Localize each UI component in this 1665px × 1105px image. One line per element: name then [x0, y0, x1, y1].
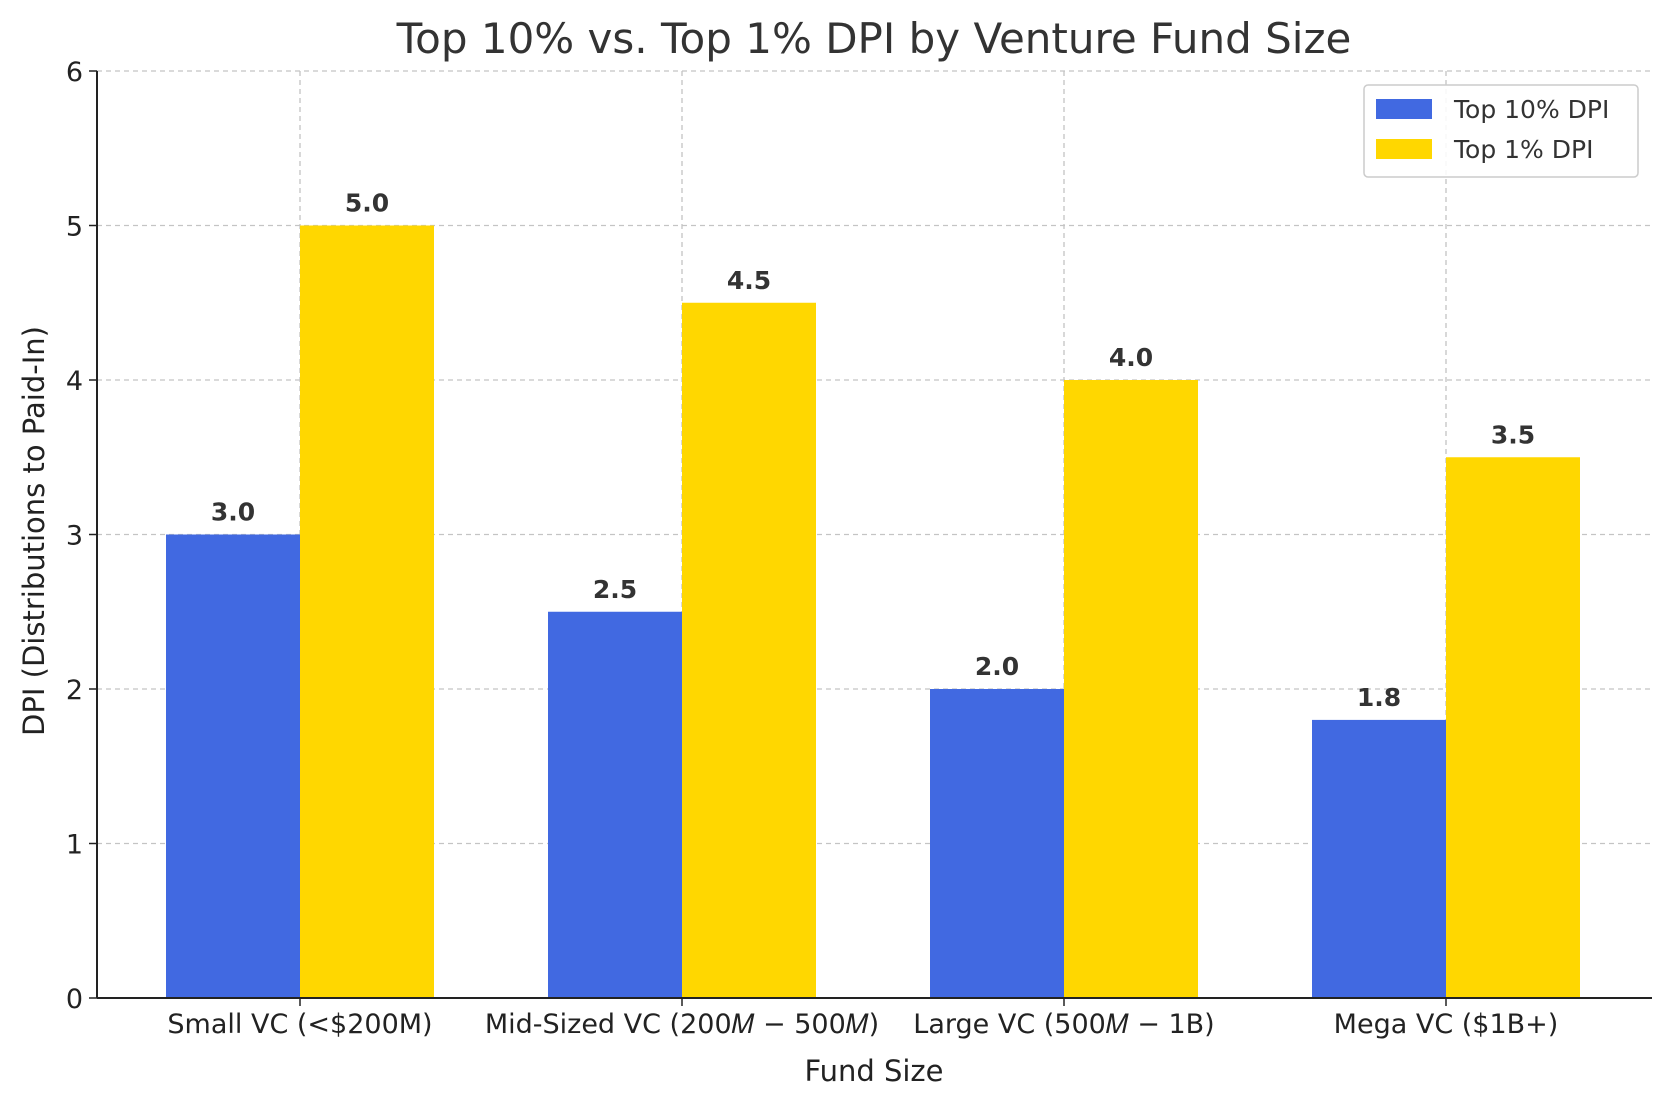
- data-label: 4.0: [1109, 343, 1153, 372]
- legend: Top 10% DPI Top 1% DPI: [1363, 84, 1639, 178]
- y-axis-title: DPI (Distributions to Paid-In): [17, 326, 51, 736]
- data-labels: 3.0 2.5 2.0 1.8 5.0 4.5 4.0 3.5: [211, 189, 1535, 712]
- bar-top1: [682, 302, 816, 998]
- chart-title: Top 10% vs. Top 1% DPI by Venture Fund S…: [396, 14, 1352, 63]
- y-tick-label: 3: [66, 521, 83, 552]
- y-tick-label: 5: [66, 212, 83, 243]
- x-tick-label: Large VC (500𝑀 − 1B): [913, 1009, 1214, 1040]
- x-tick-label: Small VC (<$200M): [167, 1009, 432, 1040]
- bar-top10: [1312, 719, 1446, 998]
- bar-top10: [548, 611, 682, 998]
- legend-label: Top 10% DPI: [1453, 95, 1609, 124]
- x-axis-title: Fund Size: [804, 1054, 943, 1088]
- y-tick-label: 2: [66, 675, 83, 706]
- legend-swatch: [1376, 139, 1432, 159]
- y-tick-label: 0: [66, 984, 83, 1015]
- data-label: 1.8: [1357, 683, 1401, 712]
- data-label: 2.0: [975, 652, 1019, 681]
- bar-top10: [930, 689, 1064, 998]
- bar-top10: [166, 534, 300, 998]
- bar-top1: [1064, 380, 1198, 998]
- y-tick-label: 1: [66, 830, 83, 861]
- bars: [166, 225, 1580, 998]
- x-tick-label: Mid-Sized VC (200𝑀 − 500𝑀): [485, 1009, 879, 1040]
- y-tick-label: 4: [66, 366, 83, 397]
- data-label: 2.5: [593, 575, 637, 604]
- data-label: 3.0: [211, 498, 255, 527]
- legend-box: [1363, 84, 1639, 178]
- legend-swatch: [1376, 99, 1432, 119]
- bar-top1: [300, 225, 434, 998]
- data-label: 3.5: [1491, 420, 1535, 449]
- axes: 0 1 2 3 4 5 6 Small VC (<$200M) Mid-Sized VC (20…: [66, 57, 1652, 1040]
- legend-label: Top 1% DPI: [1453, 135, 1593, 164]
- x-tick-label: Mega VC ($1B+): [1334, 1009, 1559, 1040]
- data-label: 4.5: [727, 266, 771, 295]
- bar-top1: [1446, 457, 1580, 998]
- data-label: 5.0: [345, 189, 389, 218]
- y-tick-label: 6: [66, 57, 83, 88]
